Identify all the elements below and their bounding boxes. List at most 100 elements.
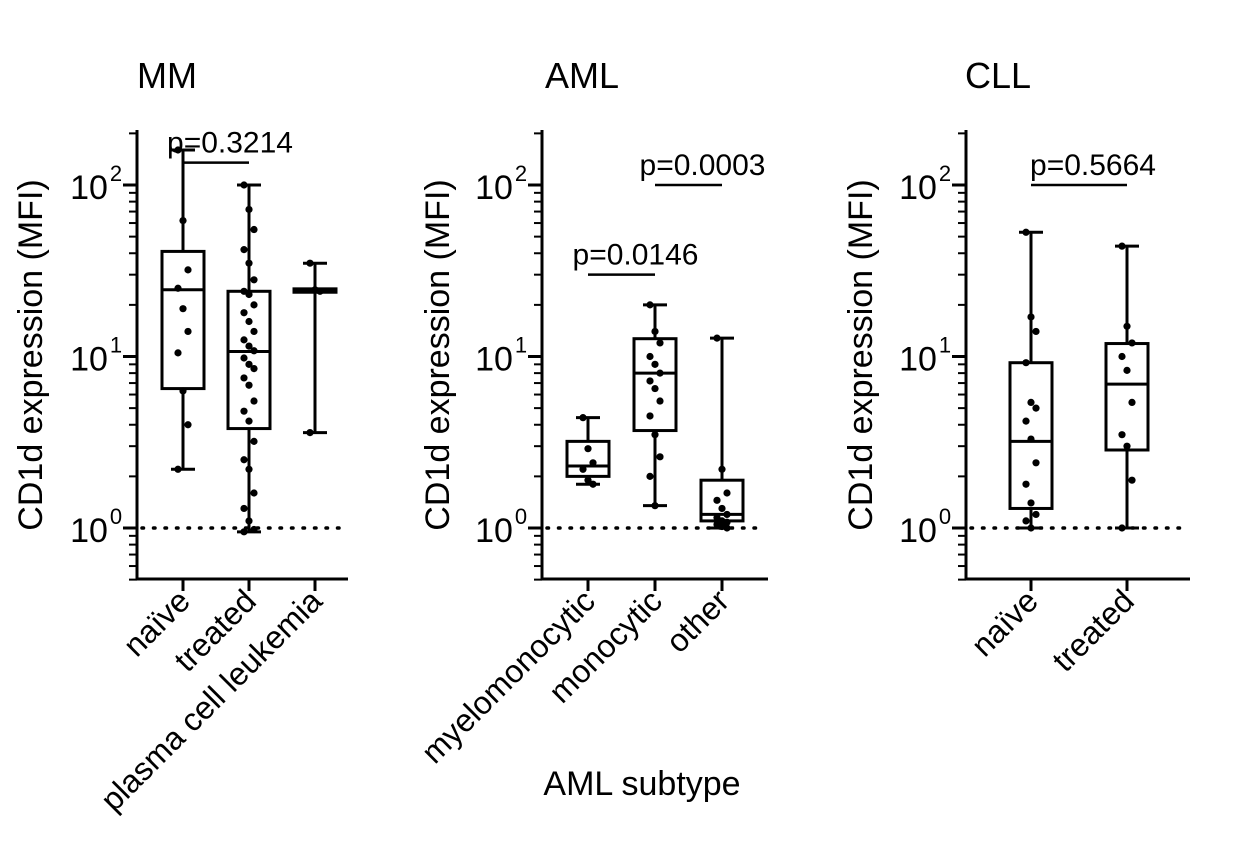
y-tick-label: 10 1: [475, 333, 527, 379]
x-axis-label: AML subtype: [543, 765, 740, 803]
panel-title: MM: [137, 55, 197, 96]
data-point: [240, 309, 248, 317]
data-point: [250, 397, 258, 405]
box-iqr: [1104, 342, 1150, 452]
panel-title: AML: [545, 55, 619, 96]
data-point: [316, 287, 324, 295]
y-tick-base: 10: [70, 341, 108, 379]
data-point: [579, 465, 587, 473]
data-point: [184, 266, 192, 274]
box-2: [699, 336, 745, 530]
box-iqr: [565, 439, 611, 478]
y-tick-exponent: 2: [515, 161, 527, 186]
p-value-label: p=0.3214: [167, 127, 293, 160]
data-point: [240, 407, 248, 415]
box-iqr: [1008, 361, 1054, 510]
data-point: [1022, 517, 1030, 525]
data-point: [174, 146, 182, 154]
y-tick-exponent: 1: [110, 333, 122, 358]
panel-title: CLL: [965, 55, 1031, 96]
p-value-label: p=0.5664: [1030, 149, 1156, 182]
data-point: [1123, 366, 1131, 374]
data-point: [1022, 480, 1030, 488]
box-0: [1008, 230, 1054, 530]
y-tick-exponent: 2: [110, 161, 122, 186]
data-point: [1128, 339, 1136, 347]
data-point: [245, 517, 253, 525]
y-tick-label: 10 2: [475, 161, 527, 207]
data-point: [250, 301, 258, 309]
y-axis-label: CD1d expression (MFI): [12, 179, 50, 530]
data-point: [179, 305, 187, 313]
y-tick-exponent: 2: [939, 161, 951, 186]
data-point: [1027, 524, 1035, 532]
data-point: [240, 181, 248, 189]
data-point: [1022, 417, 1030, 425]
data-point: [250, 437, 258, 445]
data-point: [250, 365, 258, 373]
data-point: [240, 336, 248, 344]
y-tick-label: 10 0: [899, 504, 951, 550]
data-point: [723, 489, 731, 497]
data-point: [1118, 524, 1126, 532]
box-1: [632, 303, 678, 508]
data-point: [245, 360, 253, 368]
y-tick-base: 10: [899, 512, 937, 550]
data-point: [1027, 499, 1035, 507]
data-point: [245, 205, 253, 214]
data-point: [718, 465, 726, 473]
box-iqr: [160, 249, 206, 391]
data-point: [723, 524, 731, 532]
data-point: [174, 349, 182, 357]
data-point: [1022, 228, 1030, 236]
data-point: [250, 347, 258, 355]
y-tick-base: 10: [899, 341, 937, 379]
data-point: [1118, 431, 1126, 439]
data-point: [245, 417, 253, 425]
data-point: [651, 384, 659, 393]
data-point: [651, 327, 659, 336]
y-tick-base: 10: [475, 169, 513, 207]
data-point: [1123, 322, 1131, 330]
data-point: [589, 459, 597, 467]
data-point: [1027, 398, 1035, 406]
data-point: [651, 502, 659, 510]
data-point: [179, 387, 187, 395]
data-point: [306, 428, 314, 437]
data-point: [245, 290, 253, 299]
data-point: [656, 369, 664, 377]
data-point: [713, 334, 721, 342]
data-point: [646, 412, 654, 420]
y-tick-base: 10: [70, 512, 108, 550]
data-point: [723, 518, 731, 526]
data-point: [250, 525, 258, 534]
y-tick-label: 10 1: [70, 333, 122, 379]
category-label: naïve: [964, 582, 1045, 663]
data-point: [651, 431, 659, 439]
box-iqr: [226, 289, 272, 431]
data-point: [245, 317, 253, 326]
y-tick-exponent: 1: [515, 333, 527, 358]
data-point: [240, 374, 248, 382]
box-1: [1104, 244, 1150, 530]
data-point: [1123, 442, 1131, 450]
data-point: [174, 465, 182, 473]
data-point: [1128, 476, 1136, 484]
y-tick-base: 10: [475, 341, 513, 379]
data-point: [713, 496, 721, 504]
data-point: [184, 327, 192, 336]
data-point: [584, 476, 592, 484]
data-point: [656, 397, 664, 405]
category-label: treated: [1045, 582, 1141, 678]
data-point: [240, 528, 248, 536]
data-point: [250, 327, 258, 336]
p-value-label: p=0.0146: [573, 239, 699, 272]
data-point: [1027, 435, 1035, 443]
y-axis-label: CD1d expression (MFI): [419, 179, 457, 530]
data-point: [179, 217, 187, 225]
data-point: [245, 342, 253, 350]
y-tick-label: 10 2: [899, 161, 951, 207]
data-point: [1032, 459, 1040, 467]
